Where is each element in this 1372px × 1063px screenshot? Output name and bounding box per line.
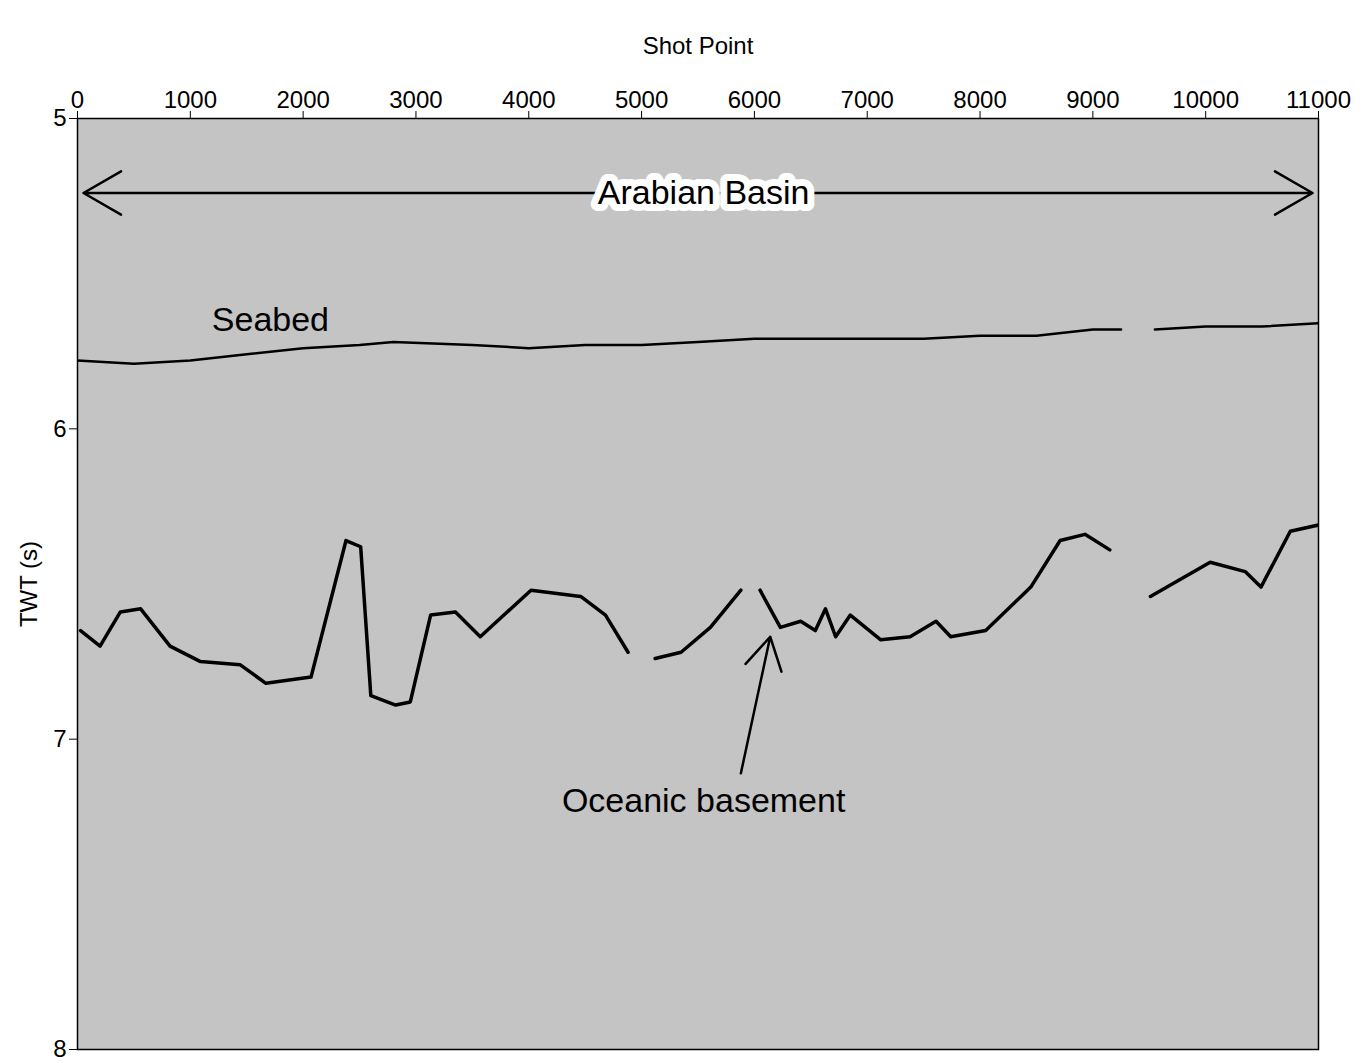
svg-text:Seabed: Seabed <box>212 300 329 338</box>
svg-text:0: 0 <box>71 86 84 113</box>
svg-text:10000: 10000 <box>1172 86 1239 113</box>
svg-text:Shot Point: Shot Point <box>643 32 754 59</box>
svg-text:Arabian Basin: Arabian Basin <box>598 173 810 211</box>
svg-text:2000: 2000 <box>276 86 329 113</box>
svg-text:7000: 7000 <box>841 86 894 113</box>
svg-text:9000: 9000 <box>1066 86 1119 113</box>
svg-text:8: 8 <box>53 1035 66 1062</box>
svg-text:7: 7 <box>53 725 66 752</box>
svg-text:6: 6 <box>53 415 66 442</box>
svg-text:Oceanic basement: Oceanic basement <box>562 781 846 819</box>
svg-text:4000: 4000 <box>502 86 555 113</box>
svg-text:8000: 8000 <box>953 86 1006 113</box>
svg-text:6000: 6000 <box>728 86 781 113</box>
svg-text:11000: 11000 <box>1286 86 1351 113</box>
svg-text:5: 5 <box>53 104 66 131</box>
svg-text:TWT (s): TWT (s) <box>15 541 42 627</box>
svg-text:3000: 3000 <box>389 86 442 113</box>
svg-text:5000: 5000 <box>615 86 668 113</box>
svg-text:1000: 1000 <box>164 86 217 113</box>
